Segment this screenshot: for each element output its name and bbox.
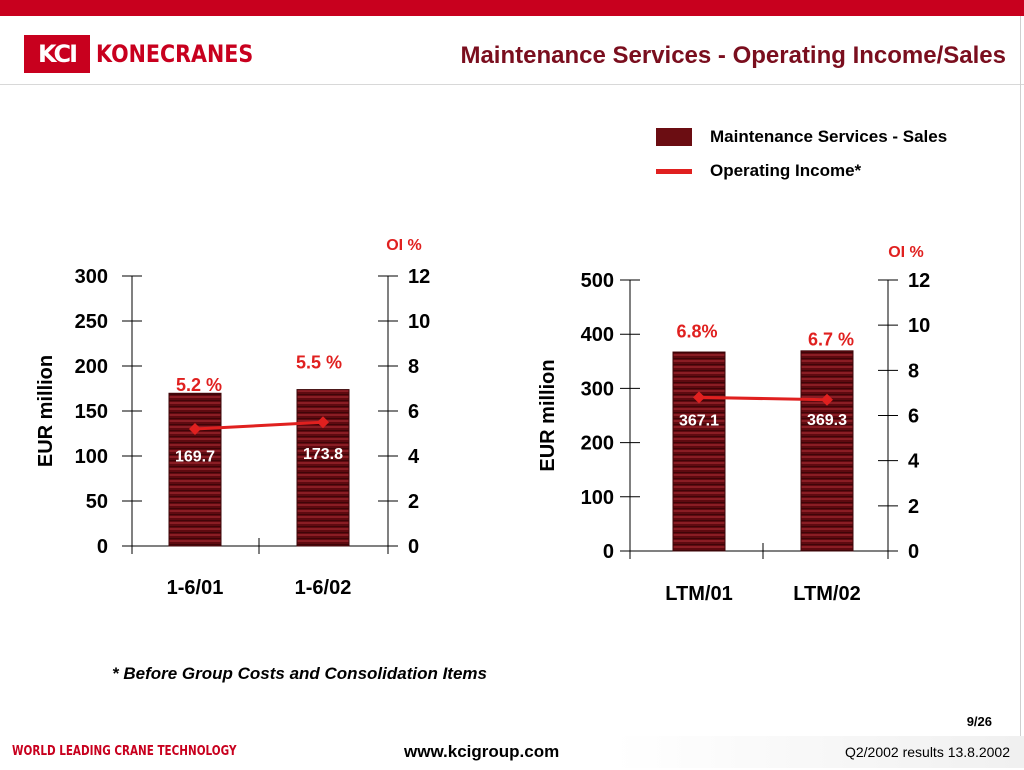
logo-mark: KCI xyxy=(24,35,90,73)
slide-right-border xyxy=(1020,16,1021,736)
chart1-y2-tick-label: 4 xyxy=(408,446,420,468)
chart1-y2-tick-label: 8 xyxy=(408,356,419,378)
chart2-y-axis-label: EUR million xyxy=(537,359,559,471)
chart2-category-label: LTM/01 xyxy=(665,583,732,605)
chart2-bar-value-label: 369.3 xyxy=(807,412,847,429)
chart2-y2-tick-label: 12 xyxy=(908,270,930,292)
chart1-y2-tick-label: 0 xyxy=(408,536,419,558)
chart1-y-tick-label: 100 xyxy=(75,446,108,468)
legend-item-sales: Maintenance Services - Sales xyxy=(656,126,947,148)
chart2-y2-tick-label: 10 xyxy=(908,315,930,337)
chart2-y-tick-label: 100 xyxy=(581,487,614,509)
legend-swatch-line xyxy=(656,168,692,174)
chart2-oi-point xyxy=(693,391,705,404)
header-divider xyxy=(0,84,1024,85)
chart1-y2-tick-label: 6 xyxy=(408,401,419,423)
chart2-oi-point-label: 6.7 % xyxy=(808,330,854,350)
chart1-y-tick-label: 0 xyxy=(97,536,108,558)
chart1-oi-point xyxy=(317,416,329,429)
chart1-bar xyxy=(296,389,350,547)
chart1-y2-tick-label: 10 xyxy=(408,311,430,333)
chart2-y2-tick-label: 0 xyxy=(908,541,919,563)
legend-label-oi: Operating Income* xyxy=(710,161,862,180)
konecranes-logo: KCI KONECRANES xyxy=(24,34,279,74)
footnote: * Before Group Costs and Consolidation I… xyxy=(112,664,487,683)
chart1-y2-axis-label: OI % xyxy=(386,237,422,254)
chart2-y-tick-label: 300 xyxy=(581,378,614,400)
chart2-oi-point xyxy=(821,393,833,406)
chart2-y-tick-label: 0 xyxy=(603,541,614,563)
chart2-category-label: LTM/02 xyxy=(793,583,860,605)
chart1-y-axis-label: EUR million xyxy=(35,355,57,467)
chart1-y-tick-label: 50 xyxy=(86,491,108,513)
chart2-y2-axis-label: OI % xyxy=(888,244,924,261)
chart1-y-tick-label: 200 xyxy=(75,356,108,378)
chart2-bar-value-label: 367.1 xyxy=(679,413,719,430)
page-number: 9/26 xyxy=(966,714,992,729)
chart1-bar xyxy=(168,392,222,547)
chart1-oi-point xyxy=(189,423,201,435)
chart2-y-tick-label: 200 xyxy=(581,433,614,455)
logo-text: KONECRANES xyxy=(96,40,254,68)
chart2-bar xyxy=(672,351,726,552)
chart1-bar-value-label: 169.7 xyxy=(175,449,215,466)
footer-website: www.kcigroup.com xyxy=(404,742,560,761)
legend-label-sales: Maintenance Services - Sales xyxy=(710,127,948,146)
chart2-y2-tick-label: 6 xyxy=(908,406,919,428)
chart2-y2-tick-label: 2 xyxy=(908,496,919,518)
footer-background xyxy=(0,736,1024,768)
chart2-bar xyxy=(800,350,854,552)
chart1-y-tick-label: 300 xyxy=(75,266,108,288)
chart1-y-tick-label: 250 xyxy=(75,311,108,333)
chart2-y2-tick-label: 8 xyxy=(908,360,919,382)
chart1-oi-point-label: 5.2 % xyxy=(176,375,222,395)
chart2-y2-tick-label: 4 xyxy=(908,451,920,473)
top-accent-bar xyxy=(0,0,1024,16)
chart2-oi-point-label: 6.8% xyxy=(676,321,717,341)
chart-legend: Maintenance Services - Sales Operating I… xyxy=(656,126,947,194)
chart1-oi-point-label: 5.5 % xyxy=(296,352,342,372)
chart2-y-tick-label: 500 xyxy=(581,270,614,292)
chart1-bar-value-label: 173.8 xyxy=(303,446,343,463)
chart2-y-tick-label: 400 xyxy=(581,324,614,346)
chart1-y-tick-label: 150 xyxy=(75,401,108,423)
chart1-category-label: 1-6/01 xyxy=(167,577,224,599)
slide-title: Maintenance Services - Operating Income/… xyxy=(460,42,1006,69)
footer-report-date: Q2/2002 results 13.8.2002 xyxy=(844,744,1010,760)
chart2-oi-line xyxy=(698,395,828,402)
footer-slogan: WORLD LEADING CRANE TECHNOLOGY xyxy=(12,744,237,759)
chart1-y2-tick-label: 12 xyxy=(408,266,430,288)
chart1-category-label: 1-6/02 xyxy=(295,577,352,599)
legend-swatch-bar xyxy=(656,128,692,146)
chart1-y2-tick-label: 2 xyxy=(408,491,419,513)
legend-item-oi: Operating Income* xyxy=(656,160,947,182)
chart1-oi-line xyxy=(194,420,324,431)
